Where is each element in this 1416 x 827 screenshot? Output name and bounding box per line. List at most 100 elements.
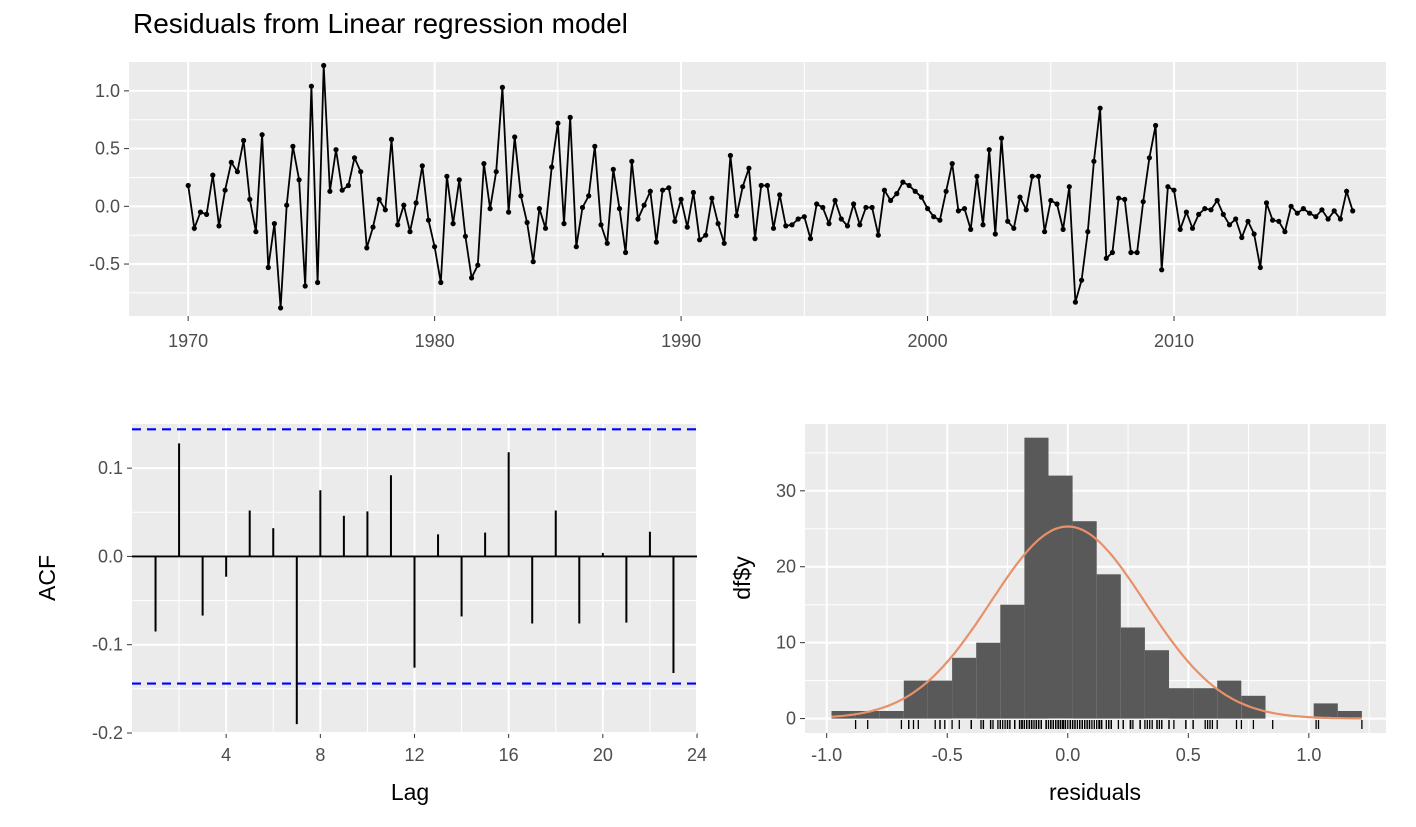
ts-point bbox=[388, 136, 395, 142]
ts-point bbox=[918, 194, 925, 200]
ts-point bbox=[888, 197, 894, 204]
ts-point bbox=[974, 173, 980, 179]
ts-point bbox=[259, 132, 265, 138]
ts-point bbox=[204, 211, 210, 217]
ts-point bbox=[826, 221, 832, 227]
hist-x-axis-title: residuals bbox=[1049, 779, 1141, 805]
ts-point bbox=[567, 114, 573, 120]
ts-point bbox=[234, 169, 240, 175]
ts-point bbox=[364, 245, 370, 251]
ts-point bbox=[315, 279, 321, 286]
ts-point bbox=[1239, 234, 1245, 241]
ts-point bbox=[740, 184, 746, 190]
ts-point bbox=[690, 189, 697, 196]
ts-point bbox=[820, 204, 826, 211]
ts-point bbox=[1005, 218, 1011, 224]
ts-point bbox=[351, 155, 358, 161]
hist-x-tick-label: 0.0 bbox=[1055, 745, 1080, 765]
acf-x-tick-label: 16 bbox=[499, 745, 519, 765]
ts-point bbox=[1282, 229, 1288, 235]
ts-y-tick-label: 0.0 bbox=[95, 196, 120, 216]
acf-y-axis-title: ACF bbox=[34, 555, 60, 601]
ts-point bbox=[296, 177, 302, 183]
ts-point bbox=[191, 225, 197, 231]
ts-point bbox=[1177, 226, 1183, 232]
hist-bar bbox=[1337, 711, 1362, 719]
hist-bar bbox=[903, 680, 928, 719]
ts-point bbox=[610, 166, 616, 172]
ts-point bbox=[1233, 216, 1239, 222]
ts-point bbox=[1146, 155, 1152, 161]
ts-point bbox=[968, 226, 974, 232]
ts-point bbox=[438, 279, 444, 286]
ts-point bbox=[604, 240, 610, 246]
ts-point bbox=[1140, 199, 1146, 205]
ts-x-tick-label: 1980 bbox=[415, 331, 455, 351]
ts-point bbox=[327, 188, 333, 194]
ts-point bbox=[961, 206, 968, 212]
ts-point bbox=[333, 147, 339, 153]
ts-point bbox=[955, 208, 962, 214]
ts-point bbox=[1288, 203, 1294, 209]
hist-y-tick-label: 10 bbox=[776, 633, 796, 653]
ts-point bbox=[1035, 173, 1042, 179]
hist-y-axis-title: df$y bbox=[729, 556, 755, 600]
ts-point bbox=[302, 283, 308, 289]
ts-series-line bbox=[187, 65, 1354, 308]
hist-bar bbox=[1144, 650, 1169, 719]
ts-point bbox=[838, 216, 844, 222]
ts-point bbox=[1103, 255, 1109, 261]
ts-point bbox=[197, 209, 204, 215]
acf-y-tick-label: -0.2 bbox=[92, 723, 123, 743]
ts-point bbox=[185, 182, 191, 189]
ts-point bbox=[1294, 210, 1300, 216]
ts-point bbox=[931, 214, 937, 220]
ts-point bbox=[1029, 173, 1035, 179]
ts-point bbox=[727, 152, 734, 159]
ts-point bbox=[641, 202, 647, 208]
hist-bar bbox=[1072, 521, 1097, 719]
ts-point bbox=[1331, 208, 1337, 214]
hist-bar bbox=[1096, 574, 1121, 719]
ts-point bbox=[881, 187, 888, 193]
ts-point bbox=[647, 188, 653, 194]
ts-point bbox=[506, 209, 512, 215]
hist-x-tick-label: 0.5 bbox=[1176, 745, 1201, 765]
ts-point bbox=[1079, 277, 1085, 283]
ts-point bbox=[228, 159, 234, 165]
ts-point bbox=[1189, 225, 1196, 231]
ts-point bbox=[512, 134, 518, 140]
ts-point bbox=[1042, 229, 1048, 235]
hist-bar bbox=[1217, 680, 1242, 719]
ts-point bbox=[666, 185, 672, 191]
ts-point bbox=[1196, 211, 1202, 217]
ts-point bbox=[1128, 249, 1134, 256]
ts-point bbox=[1313, 214, 1319, 220]
ts-point bbox=[1054, 201, 1060, 207]
ts-point bbox=[271, 221, 277, 227]
ts-point bbox=[1017, 194, 1023, 200]
ts-point bbox=[1276, 218, 1282, 224]
ts-point bbox=[376, 196, 382, 202]
acf-y-tick-label: 0.0 bbox=[98, 546, 123, 566]
hist-y-tick-label: 0 bbox=[786, 709, 796, 729]
rug bbox=[854, 720, 1363, 729]
ts-point bbox=[1171, 187, 1177, 193]
ts-point bbox=[1072, 299, 1078, 305]
acf-x-tick-label: 24 bbox=[687, 745, 707, 765]
ts-point bbox=[216, 223, 222, 229]
ts-point bbox=[770, 225, 777, 231]
ts-point bbox=[407, 229, 413, 235]
ts-point bbox=[764, 182, 771, 189]
ts-point bbox=[450, 221, 456, 227]
ts-point bbox=[561, 221, 567, 227]
hist-x-tick-label: -0.5 bbox=[932, 745, 963, 765]
ts-y-tick-label: 1.0 bbox=[95, 81, 120, 101]
ts-point bbox=[555, 120, 561, 126]
ts-point bbox=[1344, 188, 1350, 194]
ts-point bbox=[906, 182, 912, 189]
ts-x-tick-label: 1970 bbox=[168, 331, 208, 351]
ts-point bbox=[1023, 207, 1029, 213]
